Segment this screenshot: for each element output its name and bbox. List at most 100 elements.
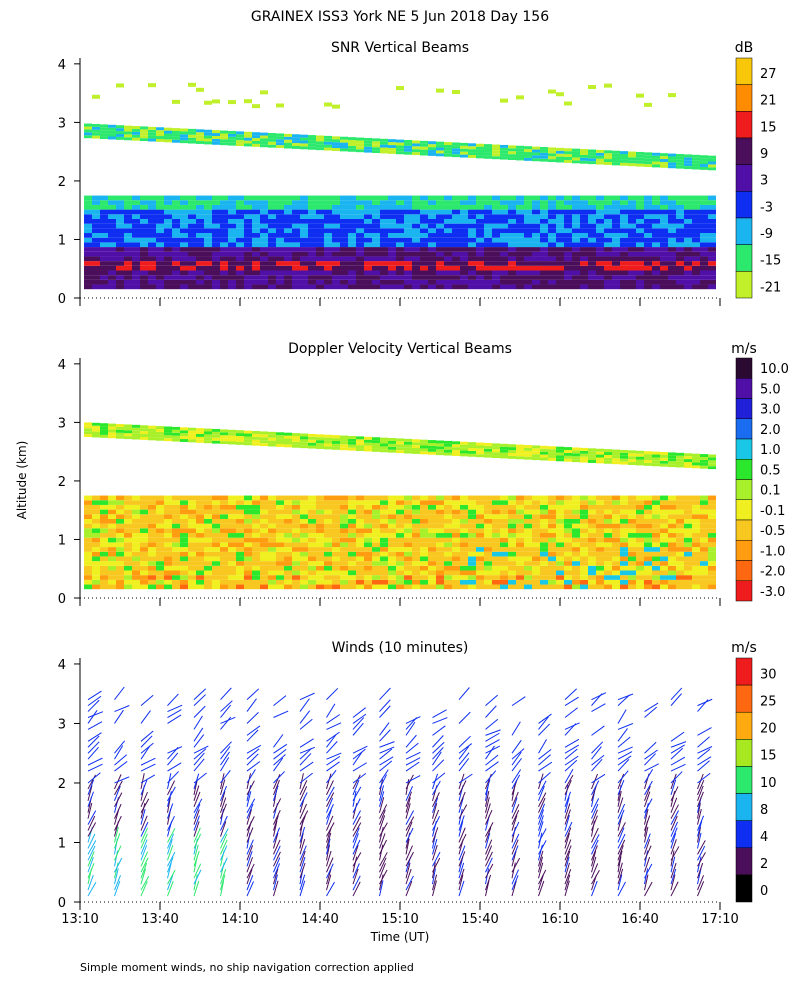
snr-cell	[316, 141, 324, 145]
doppler-cell	[396, 441, 404, 445]
doppler-cell	[660, 454, 668, 458]
doppler-cell	[604, 584, 612, 590]
snr-cell	[300, 256, 308, 262]
snr-cell	[468, 146, 476, 150]
doppler-cell	[572, 551, 580, 557]
snr-cell	[340, 247, 348, 252]
snr-cell	[604, 265, 612, 271]
snr-cell	[180, 223, 188, 229]
doppler-cell	[708, 556, 716, 562]
snr-cell	[508, 237, 516, 243]
doppler-cell	[452, 500, 460, 505]
doppler-cell	[420, 439, 428, 443]
doppler-cell	[116, 435, 124, 439]
doppler-cell	[532, 448, 540, 452]
doppler-cell	[460, 533, 468, 538]
colorbar-swatch	[735, 820, 753, 849]
doppler-cell	[300, 533, 308, 538]
doppler-cell	[548, 528, 556, 534]
snr-cell	[132, 200, 140, 205]
doppler-cell	[524, 504, 532, 510]
doppler-cell	[404, 528, 412, 534]
doppler-cell	[300, 561, 308, 566]
doppler-cell	[700, 537, 708, 543]
doppler-cell	[628, 514, 636, 519]
doppler-cell	[276, 575, 284, 580]
doppler-cell	[116, 528, 124, 534]
doppler-cell	[428, 584, 436, 590]
doppler-cell	[484, 442, 492, 446]
doppler-cell	[180, 561, 188, 566]
doppler-cell	[116, 542, 124, 548]
snr-cell	[84, 270, 92, 276]
doppler-cell	[236, 430, 244, 434]
doppler-cell	[356, 518, 364, 524]
wind-barb	[273, 815, 279, 831]
snr-cell	[604, 162, 612, 165]
wind-barb	[379, 769, 389, 784]
snr-cell	[580, 200, 588, 205]
snr-cell	[260, 275, 268, 280]
snr-cell	[700, 275, 708, 280]
snr-cell	[700, 256, 708, 262]
doppler-cell	[500, 528, 508, 534]
doppler-cell	[348, 523, 356, 529]
wind-barb	[538, 748, 552, 760]
doppler-cell	[292, 561, 300, 566]
doppler-cell	[652, 454, 660, 458]
doppler-cell	[692, 523, 700, 529]
snr-cell	[156, 251, 164, 257]
doppler-cell	[132, 433, 140, 437]
doppler-cell	[556, 523, 564, 529]
snr-cell	[364, 195, 372, 201]
doppler-cell	[452, 551, 460, 557]
colorbar-label: -1.0	[760, 544, 785, 559]
snr-cell	[124, 228, 132, 234]
doppler-cell	[556, 565, 564, 571]
snr-cell	[572, 265, 580, 271]
doppler-cell	[108, 518, 116, 524]
snr-cell	[180, 204, 188, 210]
wind-barb	[458, 752, 470, 766]
doppler-cell	[132, 579, 140, 585]
snr-cell	[540, 256, 548, 262]
wind-barb	[246, 827, 254, 843]
doppler-cell	[188, 584, 196, 590]
wind-barb	[405, 716, 421, 724]
wind-barb	[511, 696, 526, 707]
snr-cell	[628, 279, 636, 285]
doppler-cell	[228, 542, 236, 548]
doppler-cell	[252, 509, 260, 515]
snr-cell	[340, 242, 348, 248]
doppler-cell	[404, 509, 412, 515]
doppler-cell	[132, 424, 140, 428]
snr-cell	[692, 270, 700, 276]
wind-barb	[697, 840, 706, 855]
wind-barb	[193, 772, 207, 784]
snr-cell	[148, 200, 156, 205]
snr-cell	[516, 270, 524, 276]
snr-cell	[548, 214, 556, 219]
snr-cell	[388, 200, 396, 205]
snr-cell	[588, 200, 596, 205]
doppler-cell	[468, 453, 476, 457]
wind-barb	[246, 803, 254, 819]
wind-barb	[379, 833, 386, 849]
doppler-cell	[468, 500, 476, 505]
snr-cell	[156, 209, 164, 215]
wind-barb	[432, 838, 438, 855]
doppler-cell	[84, 565, 92, 571]
doppler-cell	[700, 570, 708, 576]
figure-title: GRAINEX ISS3 York NE 5 Jun 2018 Day 156	[251, 9, 549, 25]
snr-cell	[172, 204, 180, 210]
wind-barb	[140, 875, 150, 891]
doppler-cell	[572, 514, 580, 519]
snr-cell	[236, 251, 244, 257]
snr-cell	[116, 270, 124, 276]
wind-barb	[87, 732, 102, 742]
snr-cell	[252, 200, 260, 205]
snr-cell	[84, 129, 92, 133]
doppler-cell	[236, 523, 244, 529]
snr-cell	[196, 129, 204, 133]
snr-cell	[108, 204, 116, 210]
